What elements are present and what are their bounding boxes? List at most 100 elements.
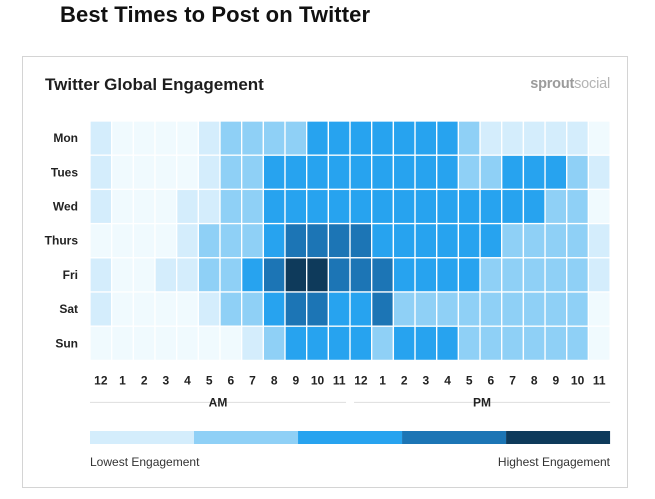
column-groups: AM PM <box>90 395 611 409</box>
column-label-7: 7 <box>249 373 256 387</box>
heatmap-cell-fri-13 <box>371 257 395 293</box>
heatmap-cell-tues-9 <box>284 154 308 191</box>
legend-swatch-1 <box>90 431 195 444</box>
heatmap-cell-thurs-20 <box>522 222 546 259</box>
heatmap-cell-wed-16 <box>436 188 460 225</box>
sproutsocial-logo: sproutsocial <box>530 76 610 92</box>
heatmap-cell-mon-2 <box>132 120 156 156</box>
heatmap-cell-thurs-12 <box>349 222 373 259</box>
heatmap-cell-wed-7 <box>241 188 265 225</box>
row-label-fri: Fri <box>63 268 78 282</box>
heatmap-cell-thurs-4 <box>176 222 199 259</box>
heatmap-cell-sun-17 <box>457 325 481 362</box>
heatmap-cell-sun-0 <box>89 325 113 362</box>
heatmap-cell-mon-18 <box>479 120 503 156</box>
heatmap-cell-sun-6 <box>219 325 243 362</box>
heatmap-cell-wed-5 <box>197 188 221 225</box>
heatmap-cell-thurs-2 <box>132 222 156 259</box>
column-label-4: 4 <box>184 373 191 387</box>
heatmap-cell-tues-14 <box>392 154 416 191</box>
heatmap-cell-mon-7 <box>241 120 265 156</box>
heatmap-cell-fri-8 <box>262 257 286 293</box>
heatmap-cell-fri-10 <box>306 257 330 293</box>
heatmap-cell-wed-14 <box>392 188 416 225</box>
heatmap-cell-sat-2 <box>132 291 156 327</box>
logo-social: social <box>574 76 610 92</box>
heatmap-cell-mon-21 <box>544 120 568 156</box>
column-label-6: 6 <box>228 373 235 387</box>
heatmap-cell-tues-19 <box>501 154 525 191</box>
heatmap-cell-thurs-18 <box>479 222 503 259</box>
legend-bar <box>90 431 611 444</box>
heatmap-cell-wed-22 <box>566 188 590 225</box>
heatmap-cell-thurs-6 <box>219 222 243 259</box>
heatmap-cell-sun-19 <box>501 325 525 362</box>
heatmap-cell-mon-1 <box>111 120 134 156</box>
heatmap-cell-mon-3 <box>154 120 178 156</box>
heatmap-cell-mon-8 <box>262 120 286 156</box>
heatmap-cell-sat-16 <box>436 291 460 327</box>
row-label-thurs: Thurs <box>45 234 79 248</box>
heatmap-cell-thurs-22 <box>566 222 590 259</box>
heatmap-cell-sat-3 <box>154 291 178 327</box>
heatmap-cell-fri-12 <box>349 257 373 293</box>
heatmap-cell-wed-8 <box>262 188 286 225</box>
heatmap-cell-sat-13 <box>371 291 395 327</box>
heatmap-cell-thurs-11 <box>327 222 351 259</box>
heatmap-cell-sun-1 <box>111 325 134 362</box>
heatmap-cell-sat-17 <box>457 291 481 327</box>
heatmap-cell-sat-11 <box>327 291 351 327</box>
heatmap-cell-wed-6 <box>219 188 243 225</box>
heatmap-cell-mon-5 <box>197 120 221 156</box>
legend-swatch-3 <box>298 431 403 444</box>
heatmap-cell-sat-14 <box>392 291 416 327</box>
column-label-18: 6 <box>488 373 495 387</box>
heatmap-cell-sun-11 <box>327 325 351 362</box>
heatmap-cell-sun-5 <box>197 325 221 362</box>
heatmap-cell-sat-23 <box>587 291 611 327</box>
heatmap-chart: Twitter Global Engagement sproutsocial M… <box>45 75 611 469</box>
row-label-sat: Sat <box>59 302 78 316</box>
heatmap-cell-mon-20 <box>522 120 546 156</box>
column-label-3: 3 <box>163 373 170 387</box>
heatmap-cell-fri-21 <box>544 257 568 293</box>
heatmap-cell-tues-11 <box>327 154 351 191</box>
legend-swatch-2 <box>194 431 299 444</box>
heatmap-cell-wed-11 <box>327 188 351 225</box>
heatmap-cell-mon-23 <box>587 120 611 156</box>
row-labels: Mon Tues Wed Thurs Fri Sat Sun <box>45 131 79 350</box>
heatmap-cell-thurs-14 <box>392 222 416 259</box>
heatmap-cell-sat-8 <box>262 291 286 327</box>
heatmap-cell-wed-13 <box>371 188 395 225</box>
heatmap-cell-sat-1 <box>111 291 134 327</box>
heatmap-cell-fri-17 <box>457 257 481 293</box>
row-label-tues: Tues <box>51 165 78 179</box>
heatmap-cell-tues-12 <box>349 154 373 191</box>
column-label-21: 9 <box>553 373 560 387</box>
column-label-12: 12 <box>354 373 368 387</box>
heatmap-cell-wed-12 <box>349 188 373 225</box>
column-label-20: 8 <box>531 373 538 387</box>
heatmap-cell-sat-21 <box>544 291 568 327</box>
heatmap-cell-mon-13 <box>371 120 395 156</box>
heatmap-cell-mon-17 <box>457 120 481 156</box>
column-label-16: 4 <box>444 373 451 387</box>
heatmap-cell-wed-0 <box>89 188 113 225</box>
row-label-sun: Sun <box>55 336 78 350</box>
heatmap-cell-mon-15 <box>414 120 438 156</box>
heatmap-cell-sat-5 <box>197 291 221 327</box>
heatmap-cell-sat-4 <box>176 291 199 327</box>
heatmap-cell-tues-16 <box>436 154 460 191</box>
column-labels: 12 1 2 3 4 5 6 7 8 9 10 11 12 1 2 3 4 5 6 7 8 9 10 11 <box>94 373 606 387</box>
heatmap-cell-mon-19 <box>501 120 525 156</box>
heatmap-cell-sun-22 <box>566 325 590 362</box>
heatmap-cell-fri-14 <box>392 257 416 293</box>
heatmap-cell-wed-17 <box>457 188 481 225</box>
heatmap-cell-tues-6 <box>219 154 243 191</box>
heatmap-cell-wed-18 <box>479 188 503 225</box>
heatmap-cell-sun-2 <box>132 325 156 362</box>
heatmap-cell-thurs-13 <box>371 222 395 259</box>
heatmap-cell-sat-6 <box>219 291 243 327</box>
heatmap-cell-thurs-17 <box>457 222 481 259</box>
heatmap-cell-mon-11 <box>327 120 351 156</box>
